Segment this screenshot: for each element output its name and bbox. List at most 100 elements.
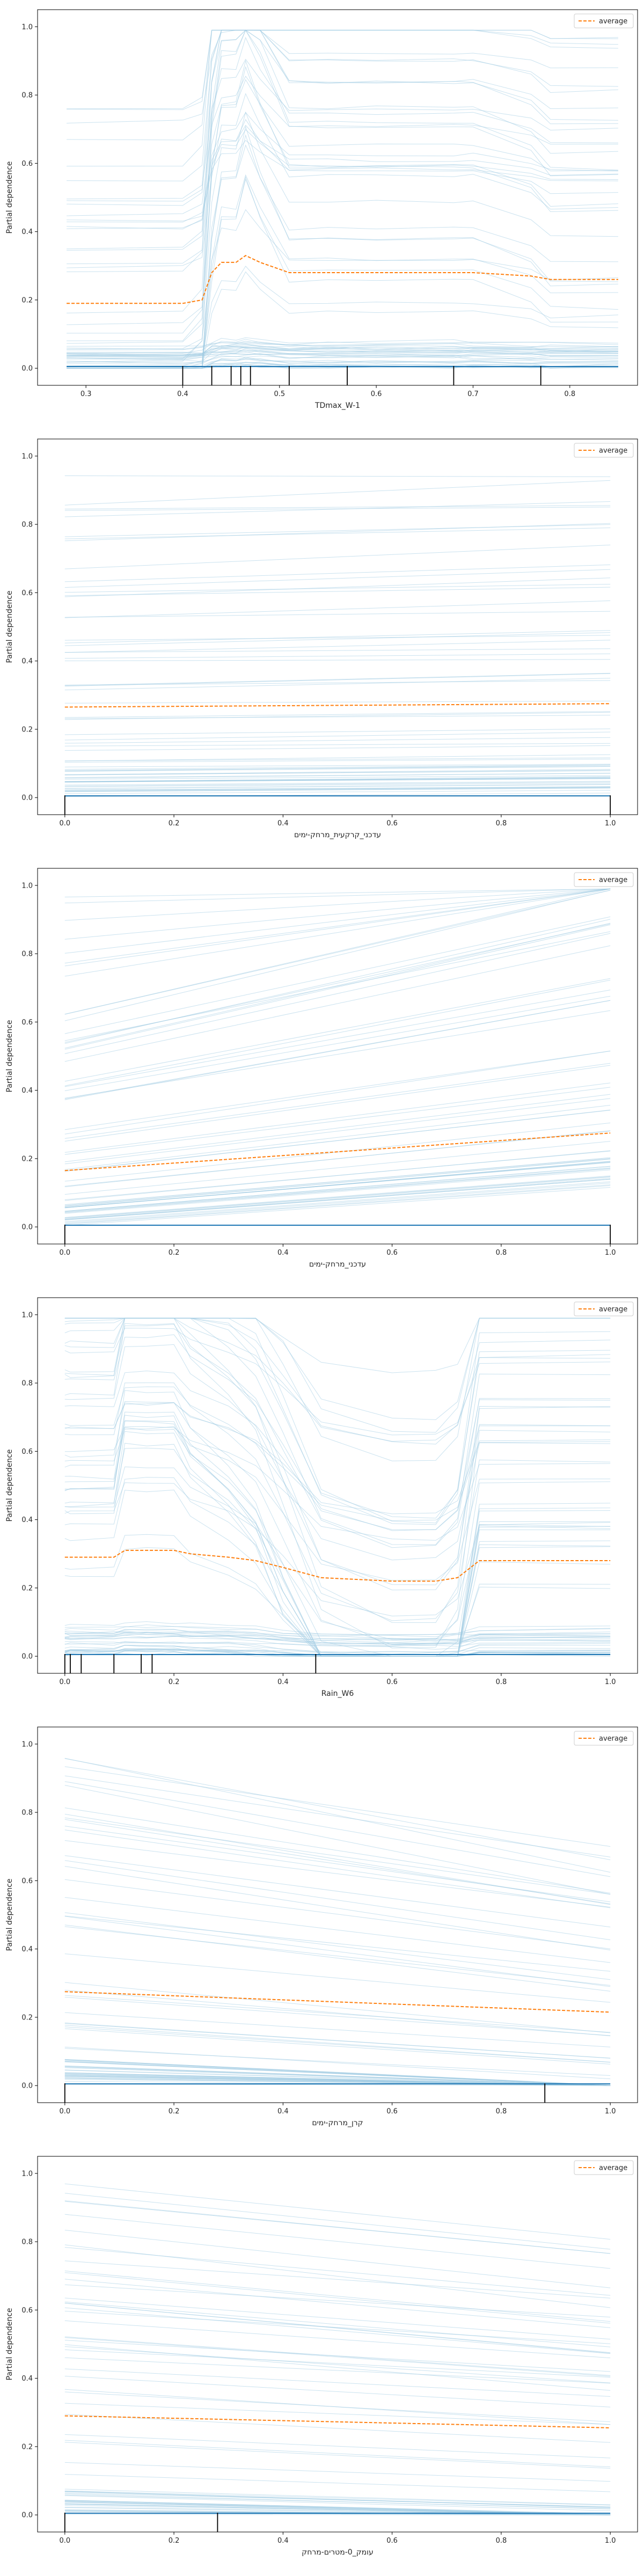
ice-line (64, 1995, 611, 2033)
ice-line (64, 2391, 611, 2423)
ice-line (64, 711, 611, 718)
ice-line (64, 1401, 611, 1646)
ice-line (64, 2230, 611, 2288)
ice-line (64, 2320, 611, 2359)
x-tick-label: 1.0 (605, 1249, 616, 1257)
ice-line (64, 764, 611, 770)
ice-line (64, 888, 611, 940)
ice-line (64, 784, 611, 789)
x-axis-label: TDmax_W-1 (314, 401, 360, 410)
ice-line (67, 30, 618, 141)
ice-line (64, 1982, 611, 2033)
x-tick-label: 0.6 (386, 1249, 398, 1257)
y-tick-label: 0.4 (21, 1087, 33, 1095)
x-axis-label: עומק_0-מטרים-מרחק (302, 2548, 373, 2557)
ice-line (64, 2247, 611, 2296)
chart-panel-4: 0.0 0.2 0.4 0.6 0.8 1.0 0.0 0.2 0.4 0.6 0.8 1.0 Rain… (5, 1297, 638, 1698)
ice-line (67, 140, 618, 222)
ice-line (64, 924, 611, 1050)
ice-line (64, 1382, 611, 1621)
x-axis-label: Rain_W6 (321, 1689, 354, 1698)
ice-line (64, 1318, 611, 1420)
y-tick-label: 0.0 (21, 365, 33, 373)
ice-line (64, 1766, 611, 1847)
ice-line (64, 770, 611, 775)
ice-line (64, 1879, 611, 1949)
ice-line (64, 1415, 611, 1657)
ice-line (64, 1648, 611, 1657)
y-tick-label: 0.6 (21, 589, 33, 597)
y-tick-label: 1.0 (21, 23, 33, 31)
ice-line (64, 2403, 611, 2425)
x-tick-label: 0.6 (386, 1678, 398, 1686)
ice-line (64, 1631, 611, 1641)
ice-line (64, 1065, 611, 1141)
ice-line (67, 349, 618, 359)
ice-line (64, 505, 611, 509)
ice-line (64, 754, 611, 762)
ice-line (64, 640, 611, 653)
ice-line (64, 1318, 611, 1591)
y-tick-label: 0.0 (21, 794, 33, 802)
x-tick-label: 0.4 (277, 1249, 289, 1257)
ice-line (64, 2491, 611, 2508)
ice-line (67, 347, 618, 354)
ice-line (64, 1141, 611, 1195)
ice-lines (64, 1758, 611, 2086)
ice-line (64, 2500, 611, 2515)
ice-line (64, 2490, 611, 2506)
ice-line (67, 343, 618, 350)
ice-line (64, 1775, 611, 1857)
chart-panel-2: 0.0 0.2 0.4 0.6 0.8 1.0 0.0 0.2 0.4 0.6 0.8 1.0 עדכנ… (5, 438, 638, 839)
ice-line (64, 577, 611, 597)
ice-line (67, 174, 618, 369)
ice-line (64, 2414, 611, 2443)
legend-box (574, 872, 634, 887)
ice-line (64, 945, 611, 1062)
ice-line (64, 1420, 611, 1657)
ice-line (64, 1860, 611, 1941)
plot-frame (37, 1726, 638, 2103)
ice-line (64, 1162, 611, 1208)
legend-box (574, 2160, 634, 2175)
ice-line (67, 30, 618, 167)
x-tick-label: 0.6 (371, 390, 382, 398)
ice-line (64, 1785, 611, 1895)
ice-line (64, 1050, 611, 1130)
average-line (64, 703, 611, 708)
ice-line (64, 1826, 611, 1902)
ice-line (64, 923, 611, 1049)
ice-line (67, 119, 618, 268)
ice-line (64, 2346, 611, 2383)
ice-line (64, 2284, 611, 2318)
ice-line (64, 2442, 611, 2469)
ice-line (64, 1621, 611, 1635)
ice-line (64, 979, 611, 1086)
y-tick-label: 0.0 (21, 2512, 33, 2520)
ice-line (64, 890, 611, 1021)
ice-line (64, 1426, 611, 1581)
y-axis-label: Partial dependence (5, 1449, 14, 1521)
ice-line (64, 2272, 611, 2324)
plot-frame (37, 9, 638, 386)
ice-line (64, 480, 611, 506)
ice-line (64, 1179, 611, 1220)
ice-line (64, 1840, 611, 1908)
ice-line (67, 347, 618, 356)
ice-line (64, 2368, 611, 2397)
ice-line (64, 1953, 611, 2003)
ice-line (67, 339, 618, 356)
ice-line (64, 2193, 611, 2250)
ice-line (64, 1168, 611, 1213)
ice-line (64, 888, 611, 904)
ice-line (64, 1184, 611, 1224)
ice-line (64, 2061, 611, 2086)
x-tick-label: 0.4 (177, 390, 188, 398)
ice-line (64, 1641, 611, 1655)
x-tick-label: 0.2 (169, 2107, 180, 2116)
legend-box (574, 1731, 634, 1746)
ice-line (64, 1318, 611, 1433)
y-tick-label: 0.4 (21, 1516, 33, 1524)
ice-line (64, 1402, 611, 1514)
ice-line (64, 990, 611, 1087)
